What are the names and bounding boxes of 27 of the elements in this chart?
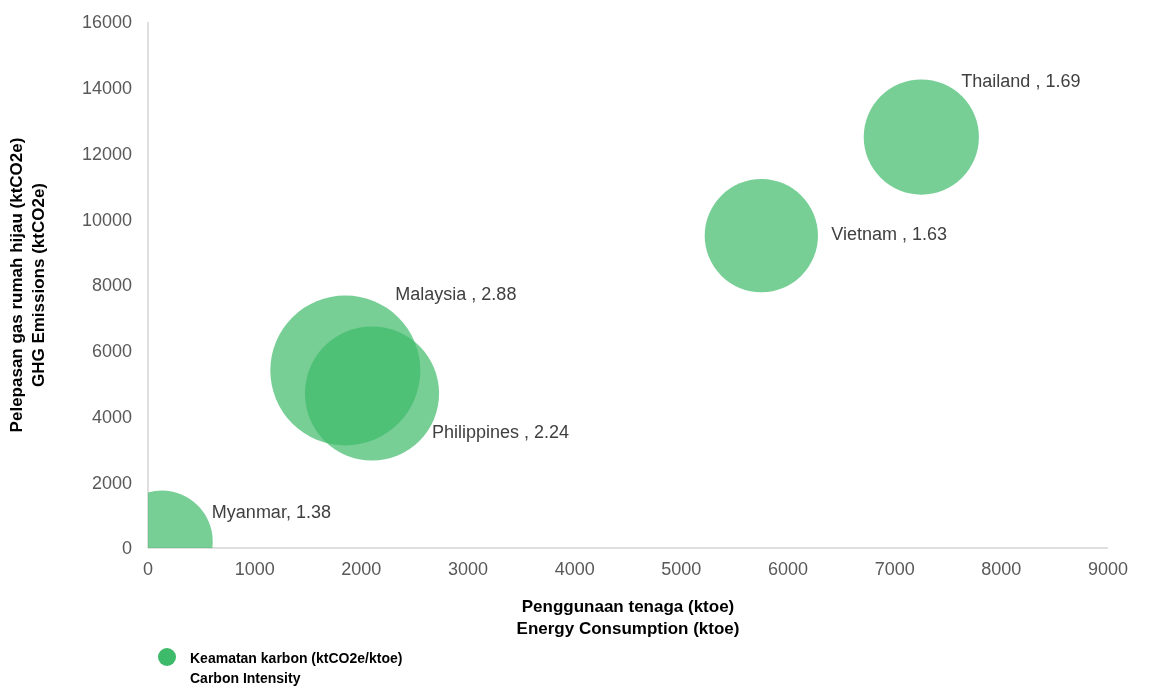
y-tick-label: 16000 bbox=[81, 12, 132, 33]
y-tick-label: 4000 bbox=[91, 406, 132, 427]
y-tick-label: 2000 bbox=[91, 472, 132, 493]
x-tick-label: 8000 bbox=[981, 558, 1022, 579]
annotation: Myanmar, 1.38 bbox=[211, 502, 331, 523]
annotation: Thailand , 1.69 bbox=[961, 70, 1081, 91]
y-tick-label: 6000 bbox=[91, 341, 132, 362]
y-tick-label: 0 bbox=[121, 538, 132, 559]
y-tick-label: 14000 bbox=[81, 78, 132, 99]
x-tick-label: 5000 bbox=[661, 558, 702, 579]
x-tick-label: 6000 bbox=[767, 558, 809, 579]
x-tick-label: 0 bbox=[142, 558, 154, 579]
x-tick-label: 3000 bbox=[447, 558, 489, 579]
y-axis-title: Pelepasan gas rumah hijau (ktCO2e) GHG Emissions (ktCO2e) bbox=[7, 137, 48, 433]
annotation: Philippines , 2.24 bbox=[432, 422, 570, 443]
x-tick-label: 9000 bbox=[1087, 558, 1129, 579]
x-tick-label: 7000 bbox=[874, 558, 915, 579]
x-tick-label: 1000 bbox=[234, 558, 275, 579]
annotation: Vietnam , 1.63 bbox=[831, 224, 948, 245]
x-axis-title: Penggunaan tenaga (ktoe) Energy Consumption (ktoe) bbox=[516, 597, 740, 638]
annotation: Malaysia , 2.88 bbox=[395, 284, 517, 305]
x-tick-label: 4000 bbox=[554, 558, 595, 579]
y-tick-label: 8000 bbox=[91, 275, 132, 296]
y-tick-label: 12000 bbox=[81, 143, 132, 164]
y-tick-label: 10000 bbox=[81, 209, 132, 230]
x-tick-label: 2000 bbox=[341, 558, 382, 579]
legend-label: Keamatan karbon (ktCO2e/ktoe) Carbon Intensity bbox=[190, 649, 403, 688]
